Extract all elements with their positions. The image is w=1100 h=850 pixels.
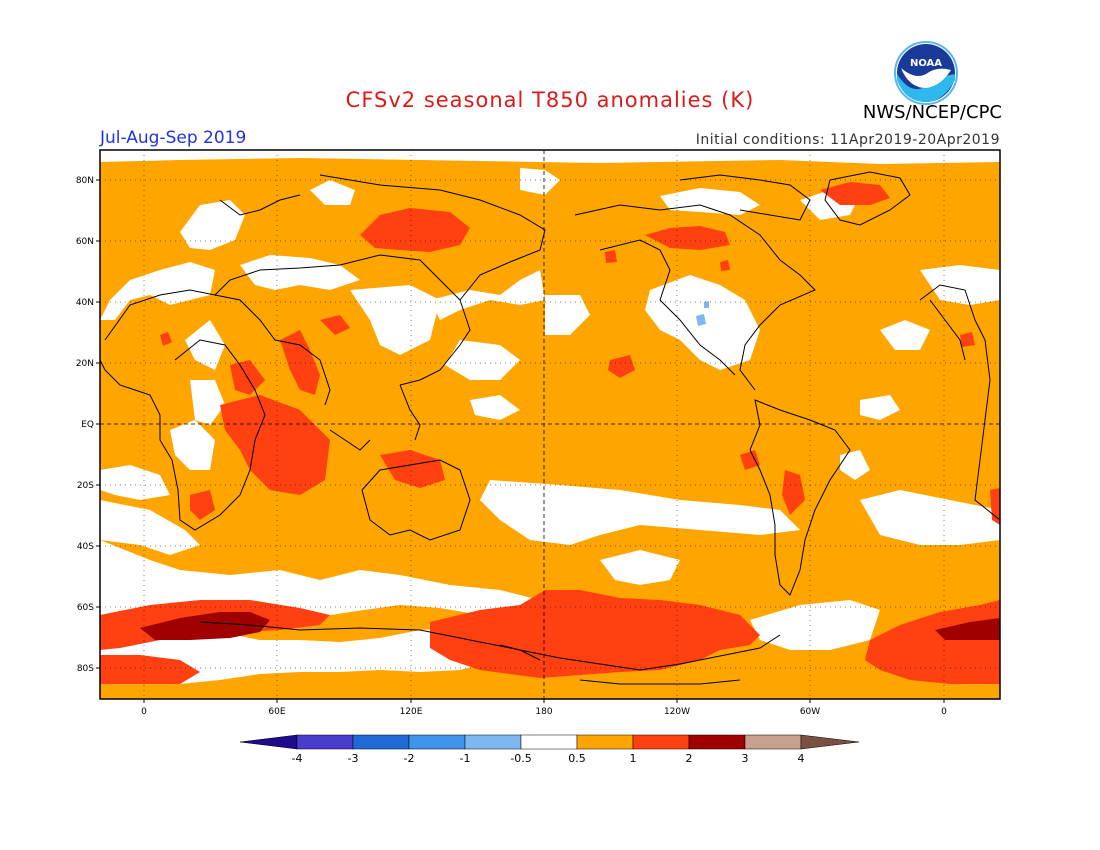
colorbar-swatch	[464, 734, 522, 750]
noaa-logo-text: NOAA	[910, 58, 942, 69]
colorbar-swatch	[744, 734, 802, 750]
agency-label: NWS/NCEP/CPC	[862, 102, 1002, 123]
lon-label: 0	[141, 707, 147, 717]
lat-label: EQ	[81, 420, 94, 430]
lon-label: 180	[535, 707, 552, 717]
lat-label: 80N	[76, 176, 94, 186]
graticule	[100, 150, 1000, 699]
lon-label: 60E	[268, 707, 285, 717]
colorbar-swatch	[352, 734, 410, 750]
colorbar-label: 0.5	[568, 752, 586, 765]
lon-label: 120E	[400, 707, 423, 717]
equator-dateline	[100, 150, 1000, 699]
longitude-labels: 0 60E 120E 180 120W 60W 0	[141, 707, 947, 717]
colorbar-label: 1	[630, 752, 637, 765]
lat-label: 60S	[77, 603, 94, 613]
colorbar-swatch	[296, 734, 354, 750]
coastline-outlines	[100, 171, 1000, 685]
lon-label: 120W	[664, 707, 690, 717]
lon-label: 60W	[800, 707, 820, 717]
colorbar-label: -3	[348, 752, 359, 765]
colorbar: -4 -3 -2 -1 -0.5 0.5 1 2 3 4	[239, 734, 860, 765]
colorbar-label: 3	[742, 752, 749, 765]
colorbar-label: -4	[292, 752, 303, 765]
strong-anomaly-regions	[140, 612, 1000, 640]
latitude-labels: 80N 60N 40N 20N EQ 20S 40S 60S 80S	[76, 176, 94, 674]
colorbar-swatch	[576, 734, 634, 750]
lat-label: 40N	[76, 298, 94, 308]
colorbar-label: -2	[404, 752, 415, 765]
colorbar-swatch	[520, 734, 578, 750]
colorbar-label: 2	[686, 752, 693, 765]
weak-negative-spots	[696, 301, 709, 326]
colorbar-swatch	[688, 734, 746, 750]
lat-label: 20N	[76, 359, 94, 369]
noaa-logo: NOAA	[894, 41, 958, 105]
colorbar-label: 4	[798, 752, 805, 765]
colorbar-high-arrow	[800, 734, 860, 750]
lat-label: 40S	[77, 542, 94, 552]
colorbar-label: -1	[460, 752, 471, 765]
chart-title: CFSv2 seasonal T850 anomalies (K)	[345, 88, 755, 112]
lat-tick-marks	[96, 179, 945, 703]
forecast-period: Jul-Aug-Sep 2019	[100, 128, 247, 148]
lat-label: 60N	[76, 237, 94, 247]
lon-label: 0	[941, 707, 947, 717]
lat-label: 80S	[77, 664, 94, 674]
colorbar-label: -0.5	[510, 752, 531, 765]
colorbar-low-arrow	[239, 734, 298, 750]
initial-conditions: Initial conditions: 11Apr2019-20Apr2019	[695, 132, 1000, 148]
colorbar-swatch	[632, 734, 690, 750]
colorbar-swatch	[408, 734, 466, 750]
lat-label: 20S	[77, 481, 94, 491]
